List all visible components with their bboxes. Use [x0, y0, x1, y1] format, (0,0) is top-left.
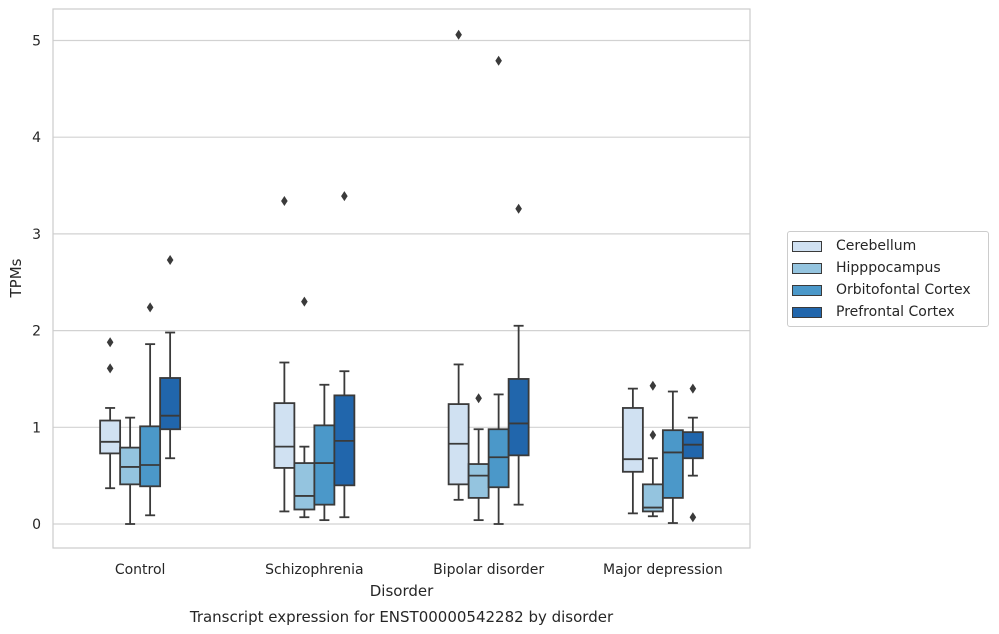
box-hipppocampus-control — [119, 416, 142, 525]
outlier-point — [515, 203, 522, 214]
outlier-point — [455, 29, 462, 40]
iqr-box — [487, 428, 510, 489]
iqr-box — [139, 425, 162, 488]
iqr-box — [467, 463, 490, 499]
legend-swatch-cerebellum — [792, 240, 822, 252]
outlier-point — [301, 296, 308, 307]
box-orbitofontal-cortex-bipolar-disorder — [487, 55, 510, 525]
outlier-point — [146, 302, 154, 313]
iqr-box — [293, 462, 316, 511]
iqr-box — [99, 419, 122, 455]
outlier-point — [106, 363, 114, 374]
plot-frame — [52, 8, 751, 549]
box-prefrontal-cortex-control — [159, 255, 182, 460]
legend-label: Prefrontal Cortex — [836, 304, 955, 320]
iqr-box — [273, 402, 296, 469]
outlier-point — [649, 380, 657, 391]
outlier-point — [689, 512, 697, 523]
legend: Cerebellum Hipppocampus Orbitofontal Cor… — [787, 231, 989, 327]
x-axis-ticks: Control Schizophrenia Bipolar disorder Majo… — [115, 562, 723, 578]
iqr-box — [621, 407, 644, 473]
box-hipppocampus-major-depression — [641, 380, 664, 518]
legend-label: Hipppocampus — [836, 260, 941, 276]
outlier-point — [475, 393, 482, 404]
legend-swatch-orbitofrontal-cortex — [792, 284, 822, 296]
box-orbitofontal-cortex-control — [139, 302, 162, 517]
iqr-box — [661, 429, 684, 499]
y-tick-label: 4 — [32, 130, 41, 146]
iqr-box — [119, 446, 142, 486]
y-tick-label: 1 — [32, 420, 41, 436]
outlier-point — [649, 430, 657, 441]
chart-title: Transcript expression for ENST0000054228… — [189, 608, 614, 626]
x-tick-label: Control — [115, 562, 166, 578]
y-axis-label: TPMs — [7, 258, 25, 298]
outlier-point — [166, 255, 174, 266]
legend-swatch-hippocampus — [792, 262, 822, 274]
box-cerebellum-bipolar-disorder — [447, 29, 470, 501]
outlier-point — [341, 191, 348, 202]
y-axis-ticks: 0 1 2 3 4 5 — [32, 34, 41, 534]
x-tick-label: Major depression — [603, 562, 723, 578]
legend-item-orbitofrontal-cortex: Orbitofontal Cortex — [792, 279, 971, 301]
box-prefrontal-cortex-major-depression — [681, 383, 704, 523]
outlier-point — [106, 337, 114, 348]
legend-label: Cerebellum — [836, 238, 917, 254]
iqr-box — [159, 377, 182, 431]
x-tick-label: Schizophrenia — [265, 562, 363, 578]
y-tick-label: 2 — [32, 324, 41, 340]
legend-item-prefrontal-cortex: Prefrontal Cortex — [792, 301, 955, 323]
box-cerebellum-schizophrenia — [273, 196, 296, 513]
outlier-point — [495, 55, 502, 66]
iqr-box — [507, 378, 530, 457]
boxes — [99, 29, 704, 525]
box-hipppocampus-bipolar-disorder — [467, 393, 490, 522]
box-prefrontal-cortex-schizophrenia — [333, 191, 356, 519]
box-orbitofontal-cortex-schizophrenia — [313, 383, 336, 522]
box-cerebellum-major-depression — [621, 387, 644, 515]
box-hipppocampus-schizophrenia — [293, 296, 316, 519]
x-axis-label: Disorder — [370, 582, 434, 600]
iqr-box — [313, 424, 336, 506]
outlier-point — [281, 196, 288, 207]
y-tick-label: 5 — [32, 34, 41, 50]
outlier-point — [689, 383, 697, 394]
x-tick-label: Bipolar disorder — [433, 562, 544, 578]
legend-label: Orbitofontal Cortex — [836, 282, 971, 298]
box-cerebellum-control — [99, 337, 122, 490]
box-orbitofontal-cortex-major-depression — [661, 390, 684, 524]
legend-item-cerebellum: Cerebellum — [792, 235, 916, 257]
legend-swatch-prefrontal-cortex — [792, 306, 822, 318]
y-tick-label: 3 — [32, 227, 41, 243]
y-tick-label: 0 — [32, 517, 41, 533]
legend-item-hippocampus: Hipppocampus — [792, 257, 941, 279]
box-prefrontal-cortex-bipolar-disorder — [507, 203, 530, 506]
